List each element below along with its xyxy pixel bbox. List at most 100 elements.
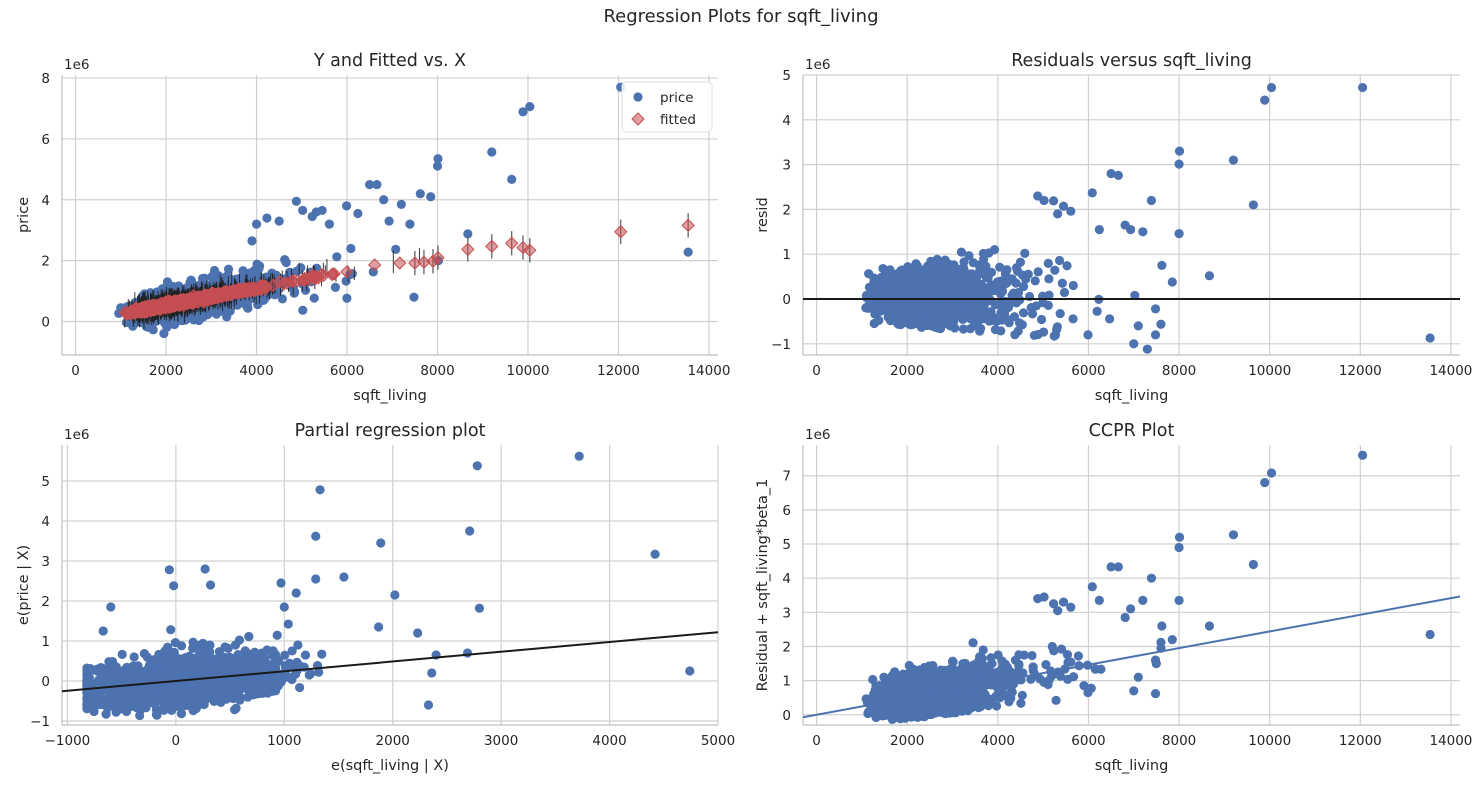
data-point <box>1260 95 1270 105</box>
data-point <box>919 278 929 289</box>
data-point <box>1062 261 1072 271</box>
x-tick-label: 8000 <box>420 363 454 379</box>
fitted-point <box>233 284 248 299</box>
data-point <box>967 301 977 311</box>
y-tick-label: 2 <box>782 202 791 218</box>
fitted-point <box>393 256 407 270</box>
data-point <box>1092 306 1102 316</box>
fitted-point <box>367 258 382 272</box>
fitted-point <box>209 289 223 304</box>
y-tick-label: 4 <box>41 193 50 209</box>
price-point <box>223 264 234 274</box>
data-point <box>1020 248 1030 258</box>
price-point <box>341 276 351 286</box>
price-point <box>507 174 517 184</box>
price-point <box>298 205 308 216</box>
data-point <box>1054 255 1065 266</box>
x-tick-label: 3000 <box>484 733 518 749</box>
price-point <box>683 247 693 257</box>
data-point <box>1030 276 1040 286</box>
x-tick-label: 2000 <box>149 363 183 379</box>
y-tick-label: 0 <box>782 292 791 308</box>
subplot-title: Y and Fitted vs. X <box>313 51 466 71</box>
price-point <box>353 208 363 219</box>
data-point <box>905 313 916 324</box>
price-point <box>291 196 301 206</box>
data-point <box>1057 278 1067 288</box>
price-point <box>300 285 311 295</box>
fitted-point <box>340 265 354 279</box>
data-point <box>1167 277 1177 287</box>
x-tick-label: −1000 <box>45 733 91 749</box>
data-point <box>997 302 1007 312</box>
price-point <box>487 147 497 157</box>
data-point <box>1014 318 1025 328</box>
price-point <box>372 179 382 190</box>
data-point <box>1053 209 1063 219</box>
y-tick-label: 8 <box>41 71 50 87</box>
price-point <box>289 288 299 298</box>
fitted-point <box>408 256 422 270</box>
x-tick-label: 4000 <box>981 363 1015 379</box>
data-point <box>982 271 992 281</box>
data-point <box>977 304 988 314</box>
y-tick-label: 5 <box>41 474 50 490</box>
price-point <box>525 102 535 112</box>
plot-area <box>803 82 1460 354</box>
data-point <box>1026 303 1036 313</box>
fitted-point <box>681 218 695 233</box>
data-point <box>1357 82 1368 93</box>
price-point <box>432 161 443 171</box>
price-point <box>396 199 406 209</box>
data-point <box>895 309 906 319</box>
price-point <box>405 219 415 229</box>
price-point <box>341 201 352 211</box>
price-point <box>210 306 220 316</box>
data-point <box>869 318 879 329</box>
data-point <box>295 682 305 693</box>
fitted-point <box>258 279 272 293</box>
price-point <box>186 275 196 285</box>
price-point <box>379 195 389 205</box>
x-axis-label: sqft_living <box>353 388 427 404</box>
data-point <box>1048 196 1059 206</box>
subplot-title: Partial regression plot <box>295 421 486 441</box>
price-point <box>409 292 419 302</box>
price-point <box>247 236 257 246</box>
x-tick-label: 10000 <box>1248 363 1291 379</box>
data-point <box>1150 330 1161 340</box>
data-point <box>904 278 914 289</box>
subplot-2: 0 2000 4000 6000 8000 10000 12000 14000 −1 0 1 2 3 4 5… <box>755 51 1472 404</box>
data-point <box>893 319 904 329</box>
data-point <box>958 263 969 273</box>
fitted-point <box>614 225 628 239</box>
data-point <box>884 306 894 317</box>
data-point <box>1033 191 1043 201</box>
data-point <box>1066 206 1076 216</box>
price-point <box>324 219 334 229</box>
data-point <box>1248 200 1258 210</box>
fitted-point <box>461 242 475 257</box>
subplot-1: 0 2000 4000 6000 8000 10000 12000 14000 0 2 4 6 8 Y a… <box>16 51 730 404</box>
data-point <box>1059 287 1070 298</box>
data-point <box>892 283 902 293</box>
data-point <box>1058 201 1069 211</box>
data-point <box>945 318 955 328</box>
plot-area <box>114 82 695 339</box>
x-tick-label: 6000 <box>330 363 364 379</box>
data-point <box>965 324 975 334</box>
data-point <box>1120 220 1130 230</box>
y-axis-label: price <box>16 197 32 233</box>
price-point <box>238 266 248 276</box>
data-point <box>944 290 954 300</box>
x-tick-label: 5000 <box>701 733 735 749</box>
data-point <box>1266 82 1277 93</box>
price-point <box>346 243 356 254</box>
x-tick-label: 12000 <box>1339 363 1382 379</box>
data-point <box>1204 271 1215 281</box>
fitted-point <box>160 297 175 311</box>
price-point <box>199 273 210 283</box>
y-axis-label: e(price | X) <box>16 545 32 625</box>
x-tick-label: 2000 <box>890 363 924 379</box>
price-point <box>365 179 375 190</box>
